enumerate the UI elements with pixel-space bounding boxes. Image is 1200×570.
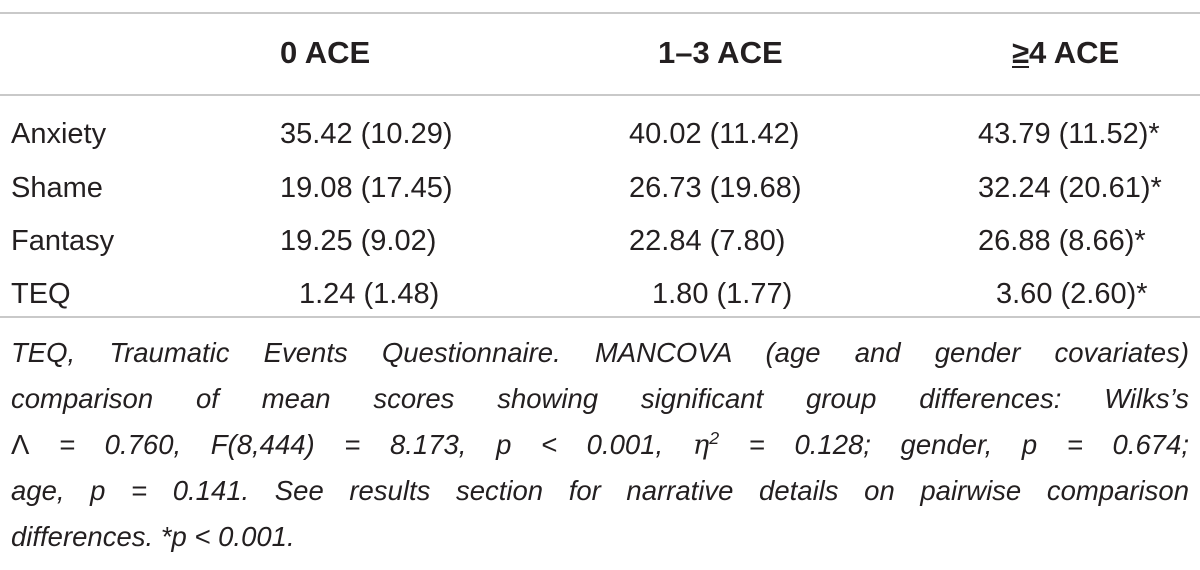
table-footnote: TEQ, Traumatic Events Questionnaire. MAN… (11, 330, 1189, 560)
cell-4-plus-ace: 43.79 (11.52)* (978, 118, 1160, 150)
footnote-line-statistics: Λ = 0.760, F(8,444) = 8.173, p < 0.001, … (11, 422, 1189, 468)
footnote-text: = 0.760, F(8,444) = 8.173, p < 0.001, (29, 429, 693, 460)
row-label: Shame (11, 172, 103, 204)
footnote-line: comparison of mean scores showing signif… (11, 383, 1189, 414)
row-label: Anxiety (11, 118, 107, 150)
row-label: Fantasy (11, 225, 115, 257)
table-row: Shame 19.08 (17.45) 26.73 (19.68) 32.24 … (0, 168, 1200, 208)
footnote-text: = 0.128; gender, p = 0.674; (719, 429, 1189, 460)
cell-4-plus-ace: 26.88 (8.66)* (978, 225, 1146, 257)
table-row: TEQ 1.24 (1.48) 1.80 (1.77) 3.60 (2.60)* (0, 274, 1200, 314)
cell-1-3-ace: 26.73 (19.68) (629, 172, 802, 204)
cell-0-ace: 1.24 (1.48) (299, 278, 440, 310)
table-bottom-rule (0, 316, 1200, 318)
eta-symbol: η (692, 429, 710, 461)
cell-4-plus-ace: 32.24 (20.61)* (978, 172, 1162, 204)
cell-0-ace: 35.42 (10.29) (280, 118, 453, 150)
cell-4-plus-ace: 3.60 (2.60)* (996, 278, 1148, 310)
eta-superscript: 2 (709, 428, 720, 449)
cell-1-3-ace: 40.02 (11.42) (629, 118, 800, 150)
footnote-line: age, p = 0.141. See results section for … (11, 475, 1189, 506)
header-4-plus-ace: ≥4 ACE (1012, 33, 1119, 73)
table-row: Anxiety 35.42 (10.29) 40.02 (11.42) 43.7… (0, 114, 1200, 154)
table-header-rule (0, 94, 1200, 96)
cell-0-ace: 19.25 (9.02) (280, 225, 437, 257)
cell-1-3-ace: 22.84 (7.80) (629, 225, 786, 257)
row-label: TEQ (11, 278, 71, 310)
lambda-symbol: Λ (11, 429, 30, 460)
cell-1-3-ace: 1.80 (1.77) (652, 278, 793, 310)
header-1-3-ace: 1–3 ACE (658, 35, 783, 70)
footnote-line: TEQ, Traumatic Events Questionnaire. MAN… (11, 337, 1189, 368)
table-top-rule (0, 12, 1200, 14)
cell-0-ace: 19.08 (17.45) (280, 172, 453, 204)
header-geq-symbol: ≥ (1012, 35, 1030, 70)
header-4-ace-text: 4 ACE (1029, 35, 1120, 70)
footnote-line: differences. *p < 0.001. (11, 521, 295, 552)
header-0-ace: 0 ACE (280, 35, 371, 70)
table-row: Fantasy 19.25 (9.02) 22.84 (7.80) 26.88 … (0, 221, 1200, 261)
